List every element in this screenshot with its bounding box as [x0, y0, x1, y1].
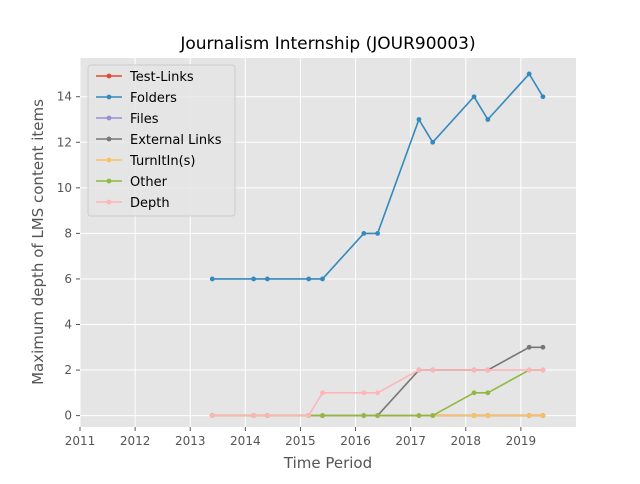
data-point [430, 367, 436, 373]
legend-label: Folders [130, 91, 177, 106]
data-point [375, 413, 380, 419]
data-point [526, 344, 532, 350]
data-point [526, 413, 532, 419]
x-tick-label: 2018 [451, 434, 482, 448]
data-point [430, 139, 436, 145]
legend-swatch-marker [106, 136, 112, 142]
series-lines [209, 71, 546, 419]
data-point [251, 276, 256, 282]
y-tick-label: 10 [57, 181, 72, 195]
legend-item: TurnItIn(s) [96, 154, 195, 169]
y-tick-label: 14 [57, 90, 72, 104]
data-point [361, 390, 367, 396]
data-point [471, 94, 477, 100]
data-point [320, 276, 325, 282]
data-point [540, 413, 546, 419]
data-point [540, 367, 546, 373]
data-point [416, 413, 422, 419]
data-point [540, 344, 546, 350]
data-point [306, 413, 312, 419]
legend-label: TurnItIn(s) [129, 154, 195, 169]
data-point [375, 390, 380, 396]
x-tick-label: 2012 [120, 434, 151, 448]
x-tick-label: 2019 [506, 434, 537, 448]
x-axis-ticks: 2011 2012 2013 2014 2015 2016 2017 2018 2019 [65, 427, 536, 448]
x-axis-label: Time Period [283, 454, 372, 472]
legend-item: Files [96, 112, 159, 127]
legend-label: Test-Links [129, 70, 194, 85]
x-tick-label: 2017 [395, 434, 426, 448]
y-tick-label: 6 [64, 272, 72, 286]
legend-box [87, 64, 236, 217]
data-point [361, 413, 367, 419]
legend: Test-Links Folders Files External Links Turn… [87, 64, 236, 217]
y-axis-ticks: 0 2 4 6 8 10 12 14 [57, 90, 80, 423]
series-depth [209, 367, 546, 419]
y-axis-label: Maximum depth of LMS content items [29, 99, 47, 385]
data-point [526, 367, 532, 373]
data-point [264, 276, 270, 282]
legend-item: External Links [96, 133, 222, 148]
x-tick-label: 2013 [175, 434, 206, 448]
legend-item: Test-Links [96, 70, 194, 85]
legend-swatch-marker [106, 115, 112, 121]
x-tick-label: 2015 [285, 434, 316, 448]
data-point [416, 367, 422, 373]
grid [79, 58, 576, 427]
data-point [264, 413, 270, 419]
y-tick-label: 4 [64, 318, 72, 332]
legend-swatch-marker [106, 199, 112, 205]
legend-swatch-marker [106, 73, 112, 79]
data-point [485, 367, 491, 373]
y-tick-label: 0 [64, 409, 72, 423]
data-point [430, 413, 436, 419]
y-tick-label: 2 [64, 363, 72, 377]
legend-swatch-marker [106, 157, 112, 163]
x-tick-label: 2014 [230, 434, 261, 448]
legend-label: Other [130, 175, 168, 190]
legend-label: Files [130, 112, 159, 127]
legend-label: Depth [130, 196, 170, 211]
data-point [209, 276, 215, 282]
x-tick-label: 2016 [340, 434, 371, 448]
legend-item: Folders [96, 91, 177, 106]
data-point [306, 276, 312, 282]
data-point [540, 94, 546, 100]
data-point [209, 413, 215, 419]
data-point [320, 390, 325, 396]
data-point [485, 413, 491, 419]
chart-title: Journalism Internship (JOUR90003) [179, 34, 475, 54]
x-tick-label: 2011 [65, 434, 96, 448]
data-point [526, 71, 532, 77]
series-folders [209, 71, 546, 282]
legend-swatch-marker [106, 178, 112, 184]
data-point [485, 390, 491, 396]
legend-swatch-marker [106, 94, 112, 100]
legend-label: External Links [130, 133, 222, 148]
data-point [320, 413, 325, 419]
y-tick-label: 12 [57, 135, 72, 149]
data-point [471, 390, 477, 396]
y-tick-label: 8 [64, 226, 72, 240]
data-point [375, 230, 380, 236]
data-point [361, 230, 367, 236]
data-point [485, 117, 491, 122]
data-point [416, 117, 422, 122]
data-point [251, 413, 256, 419]
data-point [471, 367, 477, 373]
data-point [471, 413, 477, 419]
legend-item: Depth [96, 196, 170, 211]
legend-item: Other [96, 175, 168, 190]
